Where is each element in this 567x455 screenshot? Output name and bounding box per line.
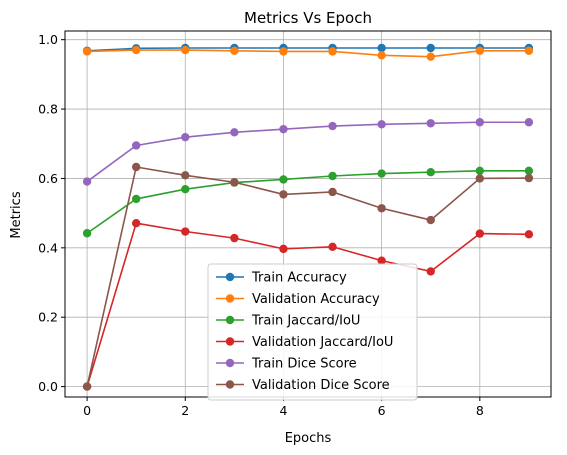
- y-axis-label: Metrics: [9, 191, 24, 238]
- series-line: [86, 166, 529, 387]
- data-point: [82, 382, 92, 391]
- data-point: [279, 190, 288, 199]
- x-tick-label: 2: [181, 403, 189, 418]
- data-point: [426, 215, 435, 225]
- data-point: [475, 166, 485, 176]
- legend-item: Train Jaccard/IoU: [216, 314, 360, 329]
- data-point: [328, 187, 337, 197]
- legend-box: [207, 263, 418, 401]
- data-point: [328, 171, 337, 181]
- data-point: [377, 169, 386, 178]
- legend-label: Validation Jaccard/IoU: [252, 335, 393, 350]
- data-point: [377, 256, 386, 265]
- series-train-dice-score: [82, 118, 534, 186]
- data-point: [131, 141, 141, 150]
- data-point: [524, 230, 534, 239]
- data-point: [426, 267, 435, 276]
- chart-title: Metrics Vs Epoch: [244, 9, 372, 27]
- legend-label: Train Jaccard/IoU: [251, 314, 360, 329]
- legend-marker: [225, 315, 235, 325]
- data-point: [475, 118, 485, 127]
- data-point: [328, 121, 337, 131]
- legend: Train Accuracy Validation Accuracy Train J…: [207, 263, 418, 401]
- data-point: [475, 46, 485, 55]
- data-point: [230, 233, 239, 243]
- data-point: [279, 175, 288, 184]
- legend-item: Train Accuracy: [216, 271, 347, 286]
- data-point: [131, 162, 141, 172]
- data-point: [377, 43, 386, 53]
- data-point: [426, 167, 435, 177]
- data-point: [377, 120, 386, 129]
- data-point: [377, 204, 386, 213]
- legend-marker: [225, 358, 235, 368]
- legend-marker: [225, 272, 235, 282]
- series-validation-jaccard-iou: [82, 218, 534, 391]
- legend-marker: [225, 294, 235, 303]
- series-line: [86, 170, 529, 234]
- data-point: [426, 52, 435, 61]
- series-validation-dice-score: [82, 162, 534, 391]
- series-train-jaccard-iou: [82, 166, 534, 238]
- data-point: [230, 178, 239, 187]
- data-point: [524, 166, 534, 176]
- y-tick-label: 0.4: [38, 240, 58, 255]
- data-point: [82, 47, 92, 56]
- data-point: [181, 45, 190, 55]
- legend-item: Validation Dice Score: [216, 378, 390, 393]
- axis-ticks: 0 2 4 6 8 0.0 0.2 0.4 0.6 0.8 1.0: [38, 32, 484, 418]
- x-tick-label: 0: [83, 403, 91, 418]
- legend-item: Validation Accuracy: [216, 292, 380, 307]
- data-point: [279, 47, 288, 56]
- legend-label: Train Accuracy: [251, 271, 347, 286]
- data-point: [279, 244, 288, 254]
- data-point: [426, 119, 435, 128]
- y-tick-label: 0.8: [38, 102, 58, 117]
- data-point: [230, 128, 239, 137]
- data-point: [181, 184, 190, 194]
- y-tick-label: 0.0: [38, 379, 58, 394]
- data-point: [82, 229, 92, 238]
- data-point: [328, 242, 337, 251]
- data-point: [131, 45, 141, 55]
- data-point: [524, 118, 534, 127]
- data-point: [181, 132, 190, 142]
- series-line: [87, 47, 529, 52]
- data-point: [181, 227, 190, 236]
- y-tick-label: 0.2: [38, 310, 58, 325]
- x-tick-label: 6: [378, 403, 386, 418]
- data-point: [279, 124, 288, 134]
- data-point: [524, 46, 534, 55]
- series-line: [86, 121, 529, 183]
- data-point: [82, 177, 92, 186]
- legend-item: Train Dice Score: [216, 357, 357, 372]
- data-point: [475, 174, 485, 183]
- data-point: [475, 229, 485, 238]
- legend-marker: [225, 380, 235, 389]
- x-tick-label: 4: [279, 403, 287, 418]
- data-point: [181, 171, 190, 180]
- series-layer: [82, 43, 534, 391]
- data-point: [328, 47, 337, 56]
- series-line: [87, 49, 529, 58]
- legend-item: Validation Jaccard/IoU: [216, 335, 393, 350]
- data-point: [524, 173, 534, 183]
- data-point: [426, 43, 435, 53]
- legend-label: Train Dice Score: [251, 357, 357, 372]
- series-line: [86, 222, 529, 387]
- x-tick-label: 8: [476, 403, 484, 418]
- legend-label: Validation Dice Score: [252, 378, 390, 393]
- data-point: [131, 218, 141, 228]
- legend-marker: [225, 337, 235, 346]
- y-tick-label: 0.6: [38, 171, 58, 186]
- legend-label: Validation Accuracy: [252, 292, 380, 307]
- data-point: [377, 51, 386, 60]
- data-point: [131, 194, 141, 204]
- y-tick-label: 1.0: [38, 32, 58, 47]
- x-axis-label: Epochs: [285, 431, 332, 446]
- series-validation-accuracy: [82, 45, 534, 61]
- data-point: [230, 46, 239, 55]
